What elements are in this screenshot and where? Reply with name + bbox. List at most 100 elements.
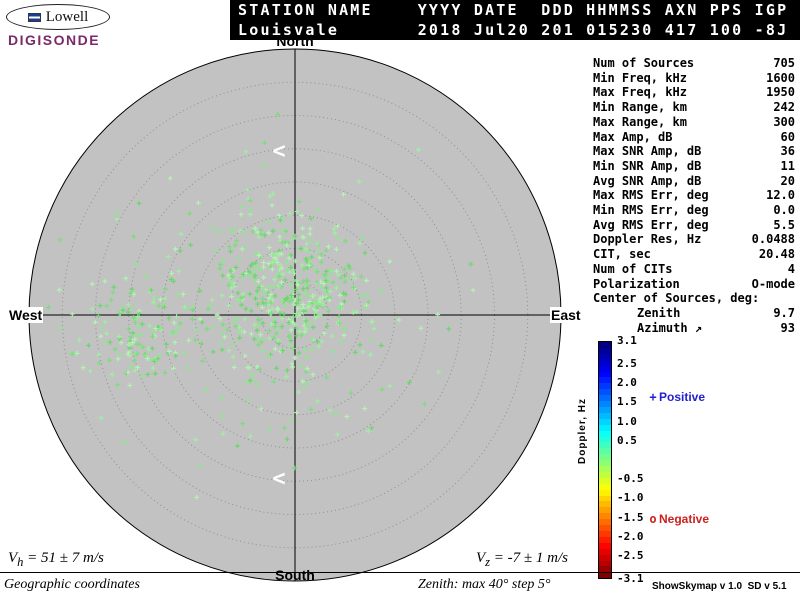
stat-value: 0.0 — [773, 203, 795, 218]
colorbar-tick: -1.0 — [617, 491, 644, 505]
stat-row-18: Azimuth ↗ 93 — [593, 321, 795, 336]
circle-icon: o — [649, 512, 657, 526]
footer-divider — [0, 572, 800, 573]
stat-value: 705 — [773, 56, 795, 70]
zenith-scale-note: Zenith: max 40° step 5° — [418, 577, 551, 592]
software-version-label: ShowSkymap v 1.0 SD v 5.1 — [652, 581, 787, 592]
stat-value: 0.0488 — [751, 232, 795, 247]
stats-panel: Num of Sources 705 Min Freq, kHz 1600 Max Fr… — [593, 56, 795, 335]
colorbar-tick: -0.5 — [617, 472, 644, 486]
stat-label: Zenith — [637, 305, 681, 320]
vz-subscript: z — [485, 555, 491, 569]
legend-negative-label: Negative — [659, 512, 710, 526]
stat-row-14: Num of CITs 4 — [593, 262, 795, 277]
colorbar-tick: 0.5 — [617, 433, 637, 447]
vz-text: = -7 ± 1 m/s — [490, 550, 568, 566]
stat-label: CIT, sec — [593, 247, 651, 262]
stat-value: 9.7 — [773, 305, 795, 320]
stat-label: Polarization — [593, 276, 680, 291]
legend-negative: o Negative — [647, 512, 709, 526]
source-points — [46, 111, 476, 500]
stat-value: 20 — [780, 173, 795, 188]
colorbar-tick: 1.5 — [617, 395, 637, 409]
colorbar-tick: -3.1 — [617, 572, 644, 585]
stat-value: 12.0 — [766, 188, 795, 203]
legend-positive: + Positive — [647, 390, 705, 404]
stat-value: 60 — [780, 129, 795, 144]
vz-symbol: V — [476, 550, 486, 566]
stat-label: Max Freq, kHz — [593, 85, 687, 100]
stat-value: 242 — [773, 100, 795, 115]
stat-row-4: Max Range, km 300 — [593, 115, 795, 130]
stat-value: 4 — [787, 261, 795, 276]
colorbar-tick: 3.1 — [617, 334, 637, 347]
stat-value: 20.48 — [758, 247, 795, 262]
stat-row-0: Num of Sources 705 — [593, 56, 795, 71]
stat-row-7: Min SNR Amp, dB 11 — [593, 159, 795, 174]
stat-label: Max RMS Err, deg — [593, 188, 709, 203]
stat-row-12: Doppler Res, Hz 0.0488 — [593, 232, 795, 247]
cusp-markers: << — [272, 139, 285, 491]
stat-row-15: Polarization O-mode — [593, 277, 795, 292]
stat-label: Min SNR Amp, dB — [593, 158, 702, 173]
colorbar-tick: -2.5 — [617, 548, 644, 562]
compass-east-label: East — [550, 307, 582, 323]
stat-value: 300 — [773, 114, 795, 129]
colorbar-gradient — [598, 341, 612, 579]
logo-oval: Lowell — [6, 4, 110, 30]
header-bar: STATION NAME YYYY DATE DDD HHMMSS AXN PP… — [230, 0, 800, 40]
coordinate-system-label: Geographic coordinates — [4, 577, 140, 592]
compass-south-label: South — [275, 567, 315, 583]
compass-west-label: West — [8, 307, 44, 323]
colorbar-tick: 2.0 — [617, 376, 637, 390]
stat-label: Avg SNR Amp, dB — [593, 173, 702, 188]
logo-name: Lowell — [45, 8, 89, 25]
colorbar-tick: -2.0 — [617, 529, 644, 543]
header-row-labels: STATION NAME YYYY DATE DDD HHMMSS AXN PP… — [238, 1, 789, 19]
vh-symbol: V — [8, 550, 18, 566]
stat-row-1: Min Freq, kHz 1600 — [593, 71, 795, 86]
legend-positive-label: Positive — [659, 390, 706, 404]
stat-row-8: Avg SNR Amp, dB 20 — [593, 174, 795, 189]
vertical-velocity-value: Vz = -7 ± 1 m/s — [476, 550, 568, 570]
stat-row-2: Max Freq, kHz 1950 — [593, 85, 795, 100]
colorbar-tick: -1.5 — [617, 510, 644, 524]
skymap-svg: << — [28, 48, 562, 582]
stat-value: 11 — [780, 158, 795, 173]
stat-label: Azimuth ↗ — [637, 320, 703, 335]
stat-value: 5.5 — [773, 217, 795, 232]
vh-text: = 51 ± 7 m/s — [23, 550, 104, 566]
stat-row-13: CIT, sec 20.48 — [593, 247, 795, 262]
crosshair-axes — [29, 49, 561, 581]
stat-label: Doppler Res, Hz — [593, 232, 702, 247]
stat-row-16: Center of Sources, deg: — [593, 291, 795, 306]
stat-row-11: Avg RMS Err, deg 5.5 — [593, 218, 795, 233]
stat-row-6: Max SNR Amp, dB 36 — [593, 144, 795, 159]
stat-label: Num of Sources — [593, 56, 695, 70]
vh-subscript: h — [17, 555, 24, 569]
stat-row-17: Zenith 9.7 — [593, 306, 795, 321]
stat-label: Max Range, km — [593, 114, 687, 129]
stat-value: 1950 — [766, 85, 795, 100]
header-row-values: Louisvale 2018 Jul20 201 015230 417 100 … — [238, 21, 789, 39]
stat-row-5: Max Amp, dB 60 — [593, 130, 795, 145]
stat-label: Num of CITs — [593, 261, 673, 276]
colorbar-tick: 2.5 — [617, 357, 637, 371]
colorbar-ticks: 3.1 2.5 2.0 1.5 1.0 0.5 -0.5 -1.0 -1.5 -2.0 -2.5 -3… — [617, 335, 653, 585]
stat-label: Min Range, km — [593, 100, 687, 115]
stat-row-10: Min RMS Err, deg 0.0 — [593, 203, 795, 218]
lowell-digisonde-logo: Lowell DIGISONDE — [6, 4, 116, 48]
stat-value: O-mode — [751, 276, 795, 291]
stat-value: 36 — [780, 144, 795, 159]
stat-label: Avg RMS Err, deg — [593, 217, 709, 232]
stat-label: Max Amp, dB — [593, 129, 673, 144]
stat-label: Min RMS Err, deg — [593, 203, 709, 218]
plus-icon: + — [649, 390, 657, 404]
stat-row-9: Max RMS Err, deg 12.0 — [593, 188, 795, 203]
stat-value: 93 — [780, 320, 795, 335]
colorbar-axis-label: Doppler, Hz — [577, 398, 588, 465]
stat-value: 1600 — [766, 70, 795, 85]
stat-row-3: Min Range, km 242 — [593, 100, 795, 115]
stat-label: Min Freq, kHz — [593, 70, 687, 85]
compass-north-label: North — [276, 33, 314, 49]
